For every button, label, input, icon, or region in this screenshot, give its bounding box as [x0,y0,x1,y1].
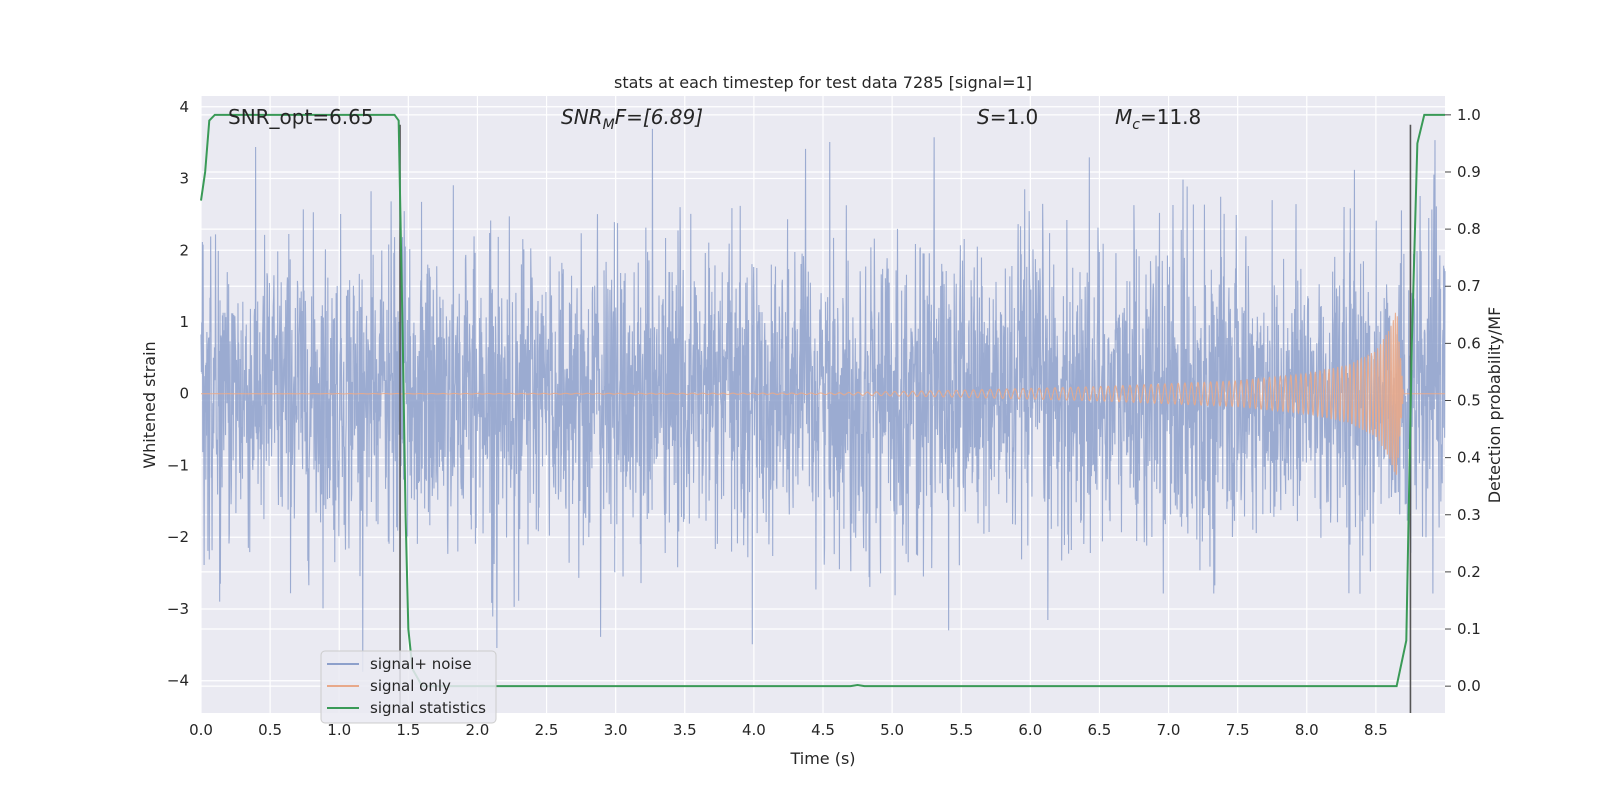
chart-title: stats at each timestep for test data 728… [614,73,1032,92]
y-tick-label: −1 [167,456,189,474]
x-tick-label: 6.5 [1088,721,1112,739]
y-tick-label: 2 [179,241,189,259]
x-tick-label: 3.5 [673,721,697,739]
annotations: SNR_opt=6.65 SNRMF=[6.89] S=1.0 Mc=11.8 [228,105,1201,133]
y2-tick-label: 0.7 [1457,277,1481,295]
x-tick-label: 2.5 [535,721,559,739]
x-tick-label: 0.0 [189,721,213,739]
y-tick-label: −4 [167,672,189,690]
x-tick-label: 4.0 [742,721,766,739]
y2-tick-labels: 1.0 0.9 0.8 0.7 0.6 0.5 0.4 0.3 0.2 0.1 0.0 [1445,106,1481,695]
y2-tick-label: 0.3 [1457,506,1481,524]
plot-area [200,96,1446,713]
x-tick-labels: 0.0 0.5 1.0 1.5 2.0 2.5 3.0 3.5 4.0 4.5 5.0 5.5 6.0 6… [189,721,1388,739]
x-tick-label: 1.0 [327,721,351,739]
legend: signal+ noise signal only signal statist… [320,650,497,724]
legend-label-noise: signal+ noise [370,655,472,673]
y2-tick-label: 0.5 [1457,392,1481,410]
y-tick-label: 0 [179,385,189,403]
x-tick-label: 5.0 [880,721,904,739]
x-axis-label: Time (s) [789,749,855,768]
y2-tick-label: 0.8 [1457,220,1481,238]
y2-tick-label: 0.6 [1457,334,1481,352]
annotation-s: S=1.0 [977,105,1038,129]
x-tick-label: 0.5 [258,721,282,739]
y-tick-label: 3 [179,170,189,188]
x-tick-label: 6.0 [1018,721,1042,739]
y-tick-label: 1 [179,313,189,331]
legend-box [320,650,497,724]
y2-tick-label: 0.1 [1457,620,1481,638]
annotation-mc: Mc=11.8 [1115,105,1201,133]
x-tick-label: 8.0 [1295,721,1319,739]
annotation-snr-opt: SNR_opt=6.65 [228,105,374,129]
x-tick-label: 8.5 [1364,721,1388,739]
y-tick-labels: 4 3 2 1 0 −1 −2 −3 −4 [167,98,189,690]
y2-tick-label: 1.0 [1457,106,1481,124]
x-tick-label: 4.5 [811,721,835,739]
series-signal-plus-noise [200,128,1446,672]
series-line-signal-only [201,312,1445,476]
y-tick-label: −3 [167,600,189,618]
y2-tick-label: 0.2 [1457,563,1481,581]
y2-tick-label: 0.4 [1457,449,1481,467]
y2-tick-label: 0.0 [1457,677,1481,695]
y-tick-label: 4 [179,98,189,116]
x-tick-label: 1.5 [396,721,420,739]
x-tick-label: 2.0 [466,721,490,739]
series-line-signal-plus-noise [200,128,1446,672]
x-tick-label: 3.0 [604,721,628,739]
y-tick-label: −2 [167,528,189,546]
annotation-snr-mf: SNRMF=[6.89] [561,105,703,133]
legend-label-signal: signal only [370,677,451,695]
y2-axis-label: Detection probability/MF [1485,307,1504,504]
y2-tick-label: 0.9 [1457,163,1481,181]
x-tick-label: 7.5 [1226,721,1250,739]
x-tick-label: 7.0 [1157,721,1181,739]
x-tick-label: 5.5 [949,721,973,739]
y-axis-label: Whitened strain [140,341,159,468]
series-signal-only [201,312,1445,476]
legend-label-stats: signal statistics [370,699,486,717]
